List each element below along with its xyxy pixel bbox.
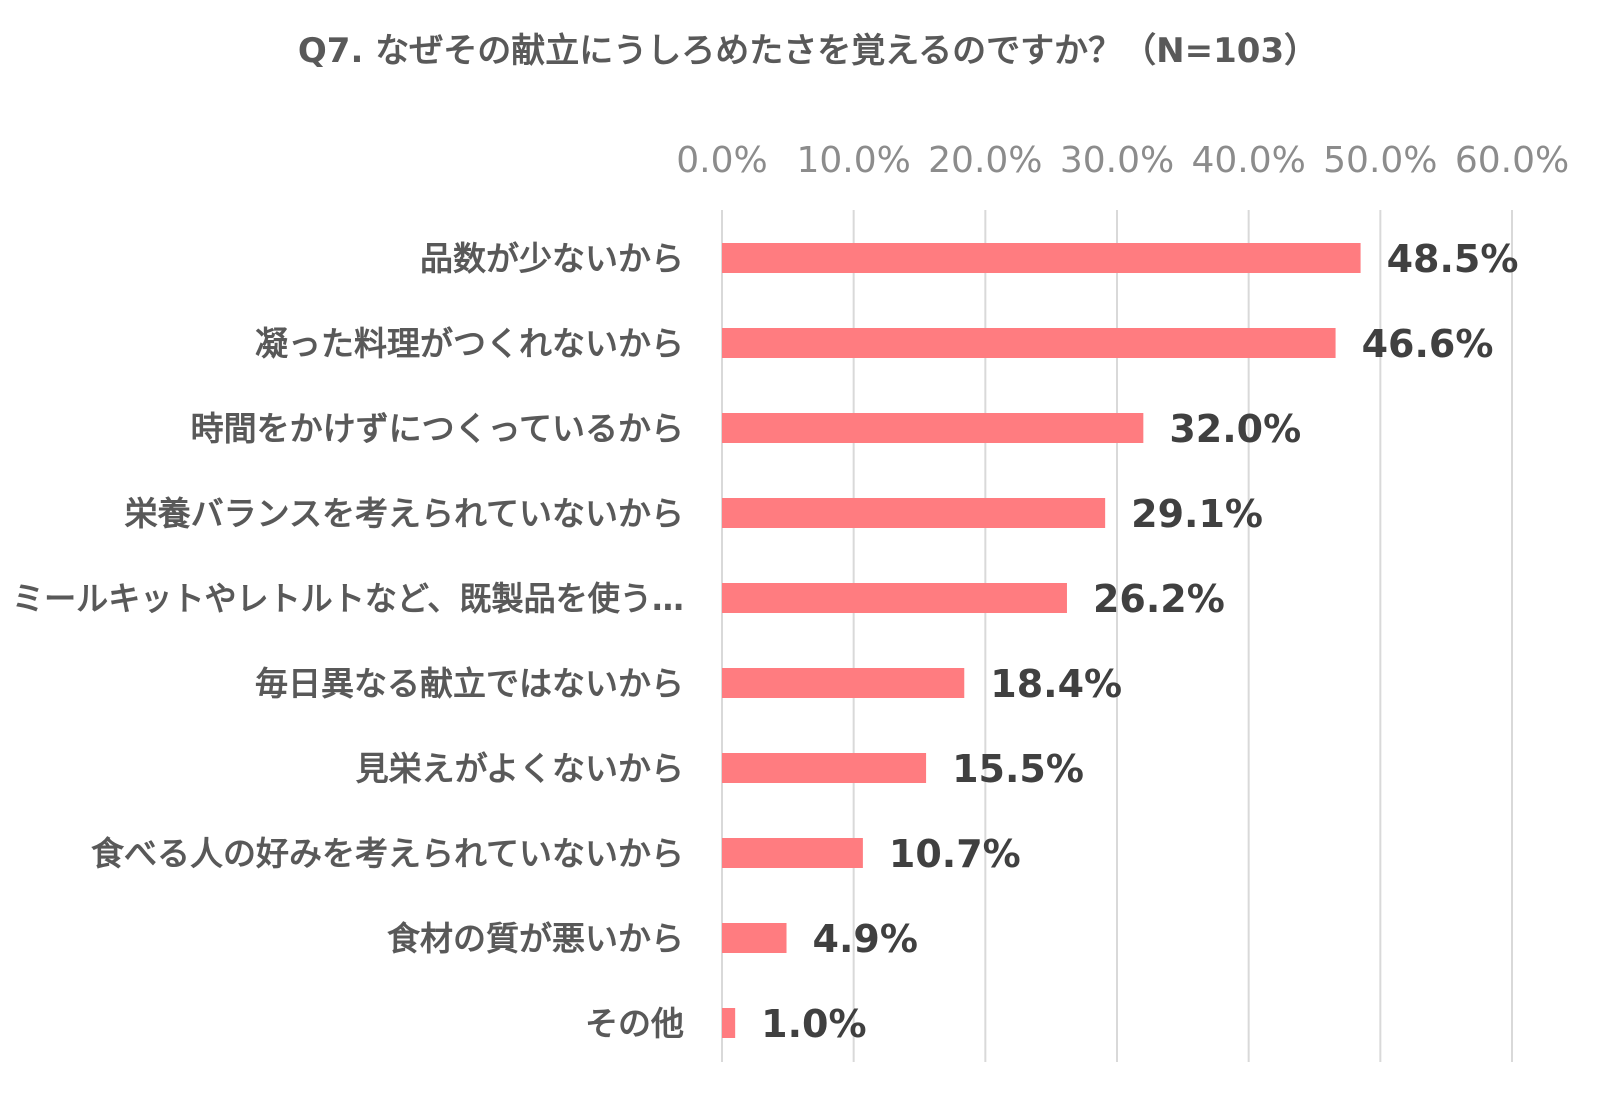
bar-8 — [722, 923, 787, 953]
category-label-7: 食べる人の好みを考えられていないから — [91, 834, 684, 873]
x-tick-label-6: 60.0% — [1455, 140, 1569, 181]
data-label-9: 1.0% — [761, 1002, 866, 1046]
category-label-8: 食材の質が悪いから — [387, 919, 684, 958]
x-tick-label-3: 30.0% — [1060, 140, 1174, 181]
data-label-4: 26.2% — [1093, 577, 1225, 621]
data-labels: 48.5% 46.6% 32.0% 29.1% 26.2% 18.4% 15.5% 10.7%… — [761, 237, 1518, 1046]
bar-4 — [722, 583, 1067, 613]
category-label-5: 毎日異なる献立ではないから — [255, 664, 684, 703]
category-label-3: 栄養バランスを考えられていないから — [125, 494, 684, 533]
bar-7 — [722, 838, 863, 868]
bar-0 — [722, 243, 1361, 273]
data-label-2: 32.0% — [1169, 407, 1301, 451]
bar-6 — [722, 753, 927, 783]
data-label-8: 4.9% — [813, 917, 918, 961]
category-label-2: 時間をかけずにつくっているから — [191, 409, 684, 448]
bar-2 — [722, 413, 1144, 443]
bar-9 — [722, 1008, 736, 1038]
data-label-6: 15.5% — [952, 747, 1084, 791]
bar-1 — [722, 328, 1336, 358]
category-label-4: ミールキットやレトルトなど、既製品を使う… — [12, 579, 684, 618]
category-label-0: 品数が少ないから — [420, 239, 684, 278]
x-tick-label-5: 50.0% — [1323, 140, 1437, 181]
chart-title: Q7. なぜその献立にうしろめたさを覚えるのですか？（N=103） — [298, 31, 1318, 71]
data-label-0: 48.5% — [1387, 237, 1519, 281]
bar-3 — [722, 498, 1106, 528]
data-label-7: 10.7% — [889, 832, 1021, 876]
data-label-5: 18.4% — [990, 662, 1122, 706]
x-tick-label-4: 40.0% — [1191, 140, 1305, 181]
bar-5 — [722, 668, 965, 698]
x-axis-ticks: 0.0% 10.0% 20.0% 30.0% 40.0% 50.0% 60.0% — [676, 140, 1569, 181]
bars — [722, 243, 1361, 1038]
category-label-6: 見栄えがよくないから — [356, 749, 684, 788]
x-tick-label-2: 20.0% — [928, 140, 1042, 181]
category-label-1: 凝った料理がつくれないから — [255, 324, 684, 363]
category-labels: 品数が少ないから凝った料理がつくれないから時間をかけずにつくっているから栄養バラ… — [12, 239, 684, 1043]
category-label-9: その他 — [585, 1004, 684, 1043]
x-tick-label-0: 0.0% — [676, 140, 767, 181]
data-label-3: 29.1% — [1131, 492, 1263, 536]
x-tick-label-1: 10.0% — [796, 140, 910, 181]
data-label-1: 46.6% — [1362, 322, 1494, 366]
